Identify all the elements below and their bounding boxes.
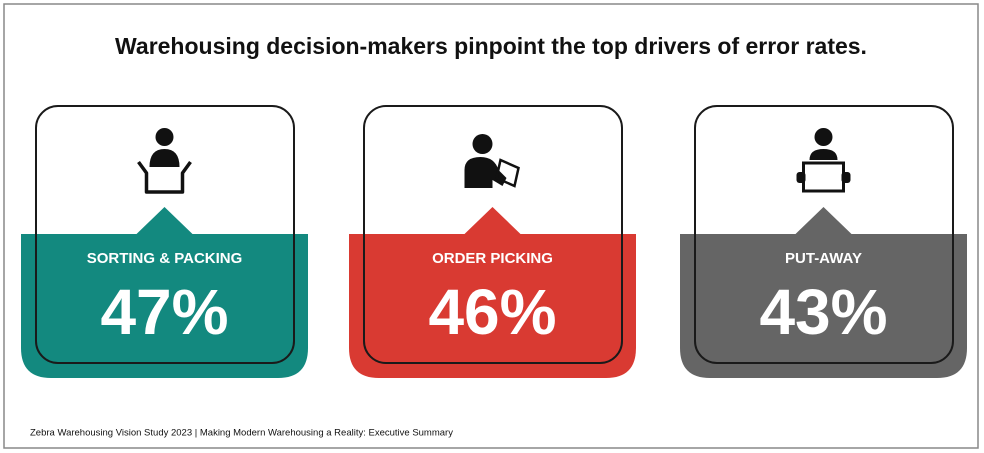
card-label: PUT-AWAY xyxy=(785,250,862,267)
card-value: 43% xyxy=(759,276,887,348)
card-label: SORTING & PACKING xyxy=(87,250,243,267)
card-icon xyxy=(464,134,520,188)
card-outline xyxy=(694,105,954,364)
card-panel xyxy=(21,207,308,378)
card-panel xyxy=(349,207,636,378)
card-value: 47% xyxy=(100,276,228,348)
card-label: ORDER PICKING xyxy=(432,250,553,267)
card-icon xyxy=(137,128,192,194)
title: Warehousing decision-makers pinpoint the… xyxy=(115,33,867,59)
card-panel xyxy=(680,207,967,378)
card-outline xyxy=(363,105,623,364)
card-outline xyxy=(35,105,295,364)
card-icon xyxy=(796,128,851,193)
cards: SORTING & PACKING 47% ORDER PICKING 46% PUT-… xyxy=(21,105,967,378)
footer: Zebra Warehousing Vision Study 2023 | Ma… xyxy=(30,428,453,439)
card-value: 46% xyxy=(428,276,556,348)
